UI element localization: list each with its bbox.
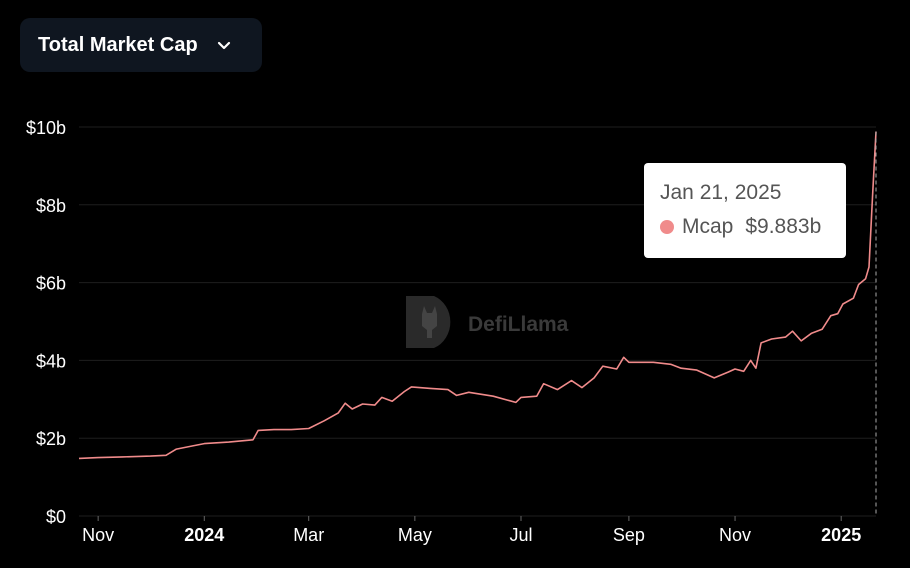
tooltip-row: Mcap $9.883b [660, 215, 846, 239]
y-tick-label: $0 [46, 507, 66, 527]
x-tick-label: 2025 [821, 525, 861, 545]
x-tick-label: 2024 [184, 525, 224, 545]
metric-selector-label: Total Market Cap [38, 33, 198, 56]
y-axis-ticks: $0 $2b $4b $6b $8b $10b [26, 118, 66, 527]
chevron-down-icon [216, 37, 232, 53]
tooltip-value: $9.883b [745, 215, 822, 238]
x-tick-label: Jul [509, 525, 532, 545]
x-tick-label: Nov [82, 525, 114, 545]
x-tick-label: Mar [293, 525, 324, 545]
x-tick-label: Sep [613, 525, 645, 545]
y-tick-label: $4b [36, 351, 66, 371]
x-tick-label: May [398, 525, 432, 545]
x-tick-label: Nov [719, 525, 751, 545]
tooltip-series-dot [660, 220, 674, 234]
llama-logo-icon [404, 292, 458, 357]
tooltip-date: Jan 21, 2025 [660, 181, 782, 204]
y-tick-label: $6b [36, 274, 66, 294]
chart-tooltip: Jan 21, 2025 Mcap $9.883b [644, 163, 846, 258]
y-tick-label: $2b [36, 429, 66, 449]
series-line-mcap [78, 131, 877, 460]
watermark: DefiLlama [404, 292, 568, 357]
x-axis-ticks: Nov 2024 Mar May Jul Sep Nov 2025 [82, 516, 861, 545]
chart-series [78, 131, 877, 460]
watermark-text: DefiLlama [468, 312, 569, 336]
y-tick-label: $10b [26, 118, 66, 138]
tooltip-series-name: Mcap [682, 215, 734, 238]
metric-selector[interactable]: Total Market Cap [20, 18, 262, 72]
y-tick-label: $8b [36, 196, 66, 216]
